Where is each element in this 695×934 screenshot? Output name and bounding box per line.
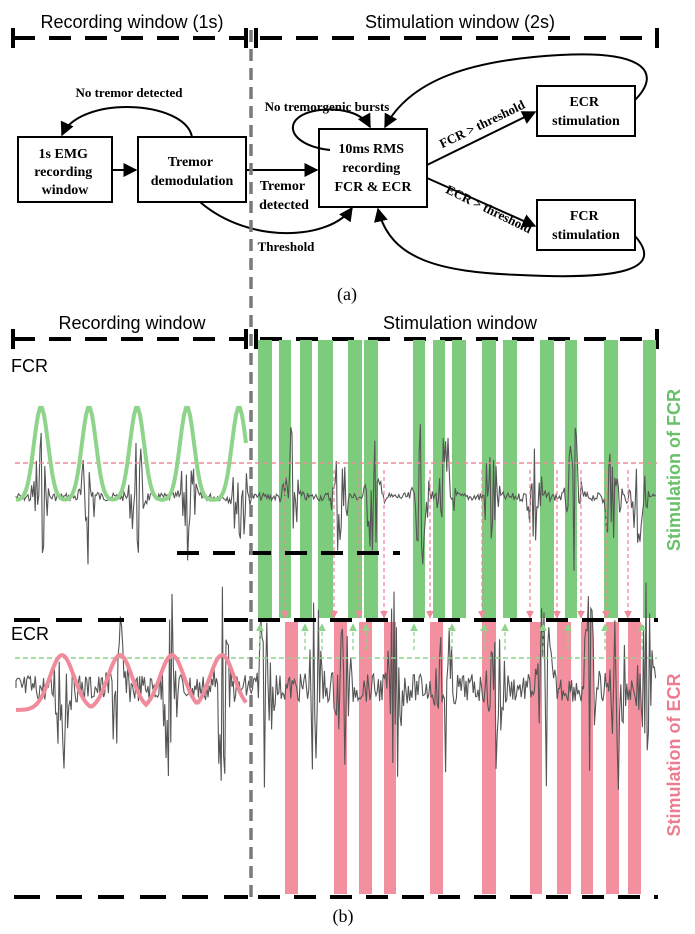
rms-box-line3: FCR & ECR <box>335 180 413 195</box>
emg-box-line3: window <box>42 183 90 198</box>
ecr-stim-line2: stimulation <box>552 114 620 129</box>
ecr-stim-bar <box>285 622 298 894</box>
demod-box-line2: demodulation <box>151 174 234 189</box>
recording-window-header-b: Recording window <box>58 313 206 333</box>
baseline-dashes <box>14 551 658 899</box>
emg-box-line2: recording <box>34 165 92 180</box>
stimulation-window-header-b: Stimulation window <box>383 313 538 333</box>
fcr-stimulation-bars <box>258 340 656 618</box>
rms-box-line1: 10ms RMS <box>338 142 404 157</box>
fcr-stim-line2: stimulation <box>552 228 620 243</box>
fcr-stim-bar <box>433 340 445 618</box>
fcr-stim-bar <box>503 340 517 618</box>
svg-text:10ms RMS recording: 10ms RMS recording FCR & ECR <box>335 142 413 195</box>
svg-text:ECR stimulation: ECR stimulation <box>552 95 620 129</box>
ecr-stimulation-bars <box>285 622 641 894</box>
fcr-side-label: Stimulation of FCR <box>664 389 684 551</box>
fcr-channel-label: FCR <box>11 356 48 376</box>
caption-b: (b) <box>333 906 354 927</box>
no-bursts-label: No tremorgenic bursts <box>265 99 390 114</box>
emg-box-line1: 1s EMG <box>39 147 89 162</box>
ecr-channel-label: ECR <box>11 624 49 644</box>
fcr-stim-bar <box>258 340 272 618</box>
rms-recording-box <box>318 128 428 208</box>
panel-a: Recording window (1s) Stimulation window… <box>11 12 659 305</box>
emg-recording-box <box>17 136 113 203</box>
recording-window-header: Recording window (1s) <box>40 12 223 32</box>
stimulation-window-header: Stimulation window (2s) <box>365 12 555 32</box>
fcr-stim-bar <box>364 340 378 618</box>
fcr-stim-bar <box>348 340 362 618</box>
ecr-stim-bar <box>557 622 571 894</box>
ecr-stim-bar <box>359 622 372 894</box>
svg-text:1s EMG recording w: 1s EMG recording window <box>34 147 96 198</box>
svg-text:FCR stimulation: FCR stimulation <box>552 209 620 243</box>
fcr-stim-bar <box>452 340 466 618</box>
fcr-gt-threshold-label: FCR > threshold <box>437 96 528 151</box>
timeline-a <box>11 28 659 48</box>
rms-box-line2: recording <box>342 161 400 176</box>
tremor-detected-line2: detected <box>259 198 309 213</box>
ecr-side-label: Stimulation of ECR <box>664 674 684 837</box>
ecr-emg-signal <box>15 582 657 790</box>
fcr-stim-line1: FCR <box>570 209 600 224</box>
fcr-stimulation-box <box>536 199 636 251</box>
flow-arrows <box>60 53 648 278</box>
svg-text:Tremor demodulation: Tremor demodulation <box>151 155 234 189</box>
caption-a: (a) <box>337 284 357 305</box>
fcr-trigger-arrows <box>256 623 646 650</box>
fcr-stim-bar <box>540 340 554 618</box>
fcr-stim-bar <box>604 340 618 618</box>
ecr-stim-line1: ECR <box>569 95 599 110</box>
panel-b: Recording window Stimulation window FCR … <box>11 30 684 927</box>
ecr-trigger-arrows <box>281 470 632 619</box>
fcr-stim-bar <box>318 340 333 618</box>
demod-box-line1: Tremor <box>168 155 213 170</box>
svg-text:Tremor detected: Tremor detected <box>259 179 309 213</box>
ecr-tremor-envelope <box>15 652 248 712</box>
fcr-stim-bar <box>300 340 312 618</box>
ecr-stimulation-box <box>536 85 636 137</box>
fcr-stim-bar <box>643 340 656 618</box>
ecr-stim-bar <box>430 622 443 894</box>
ecr-stim-bar <box>628 622 641 894</box>
tremor-detected-line1: Tremor <box>260 179 305 194</box>
fcr-tremor-envelope <box>15 405 248 502</box>
emg-trace <box>15 582 657 790</box>
ecr-stim-bar <box>581 622 593 894</box>
threshold-label: Threshold <box>258 239 316 254</box>
ecr-gt-threshold-label: ECR > threshold <box>444 182 536 237</box>
no-tremor-label: No tremor detected <box>75 85 183 100</box>
timeline-b <box>11 329 659 349</box>
